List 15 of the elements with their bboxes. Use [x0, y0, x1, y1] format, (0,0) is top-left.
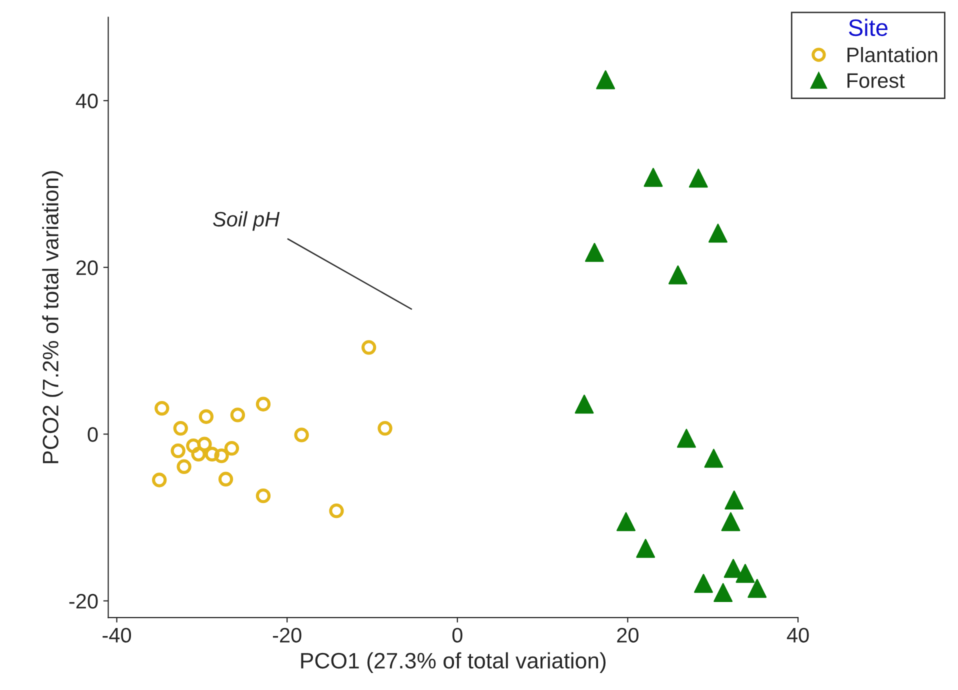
x-tick-label: -20	[272, 628, 302, 643]
annotation: Soil pH	[213, 211, 280, 231]
x-tick-label: 0	[452, 628, 462, 643]
y-tick-label: -20	[69, 594, 98, 609]
x-axis-title: PCO1 (27.3% of total variation)	[301, 652, 606, 673]
x-tick-label: 20	[617, 628, 638, 643]
y-axis-title: PCO2 (7.2% of total variation)	[42, 171, 63, 464]
y-tick-label: 40	[76, 94, 98, 108]
legend-label: Forest	[848, 73, 905, 88]
y-tick-label: 20	[76, 260, 98, 276]
x-tick-label: 40	[786, 628, 809, 643]
legend-label: Plantation	[848, 46, 938, 62]
x-tick-label: -40	[102, 628, 132, 643]
y-tick-label: 0	[88, 427, 98, 442]
legend-title: Site	[848, 18, 888, 36]
